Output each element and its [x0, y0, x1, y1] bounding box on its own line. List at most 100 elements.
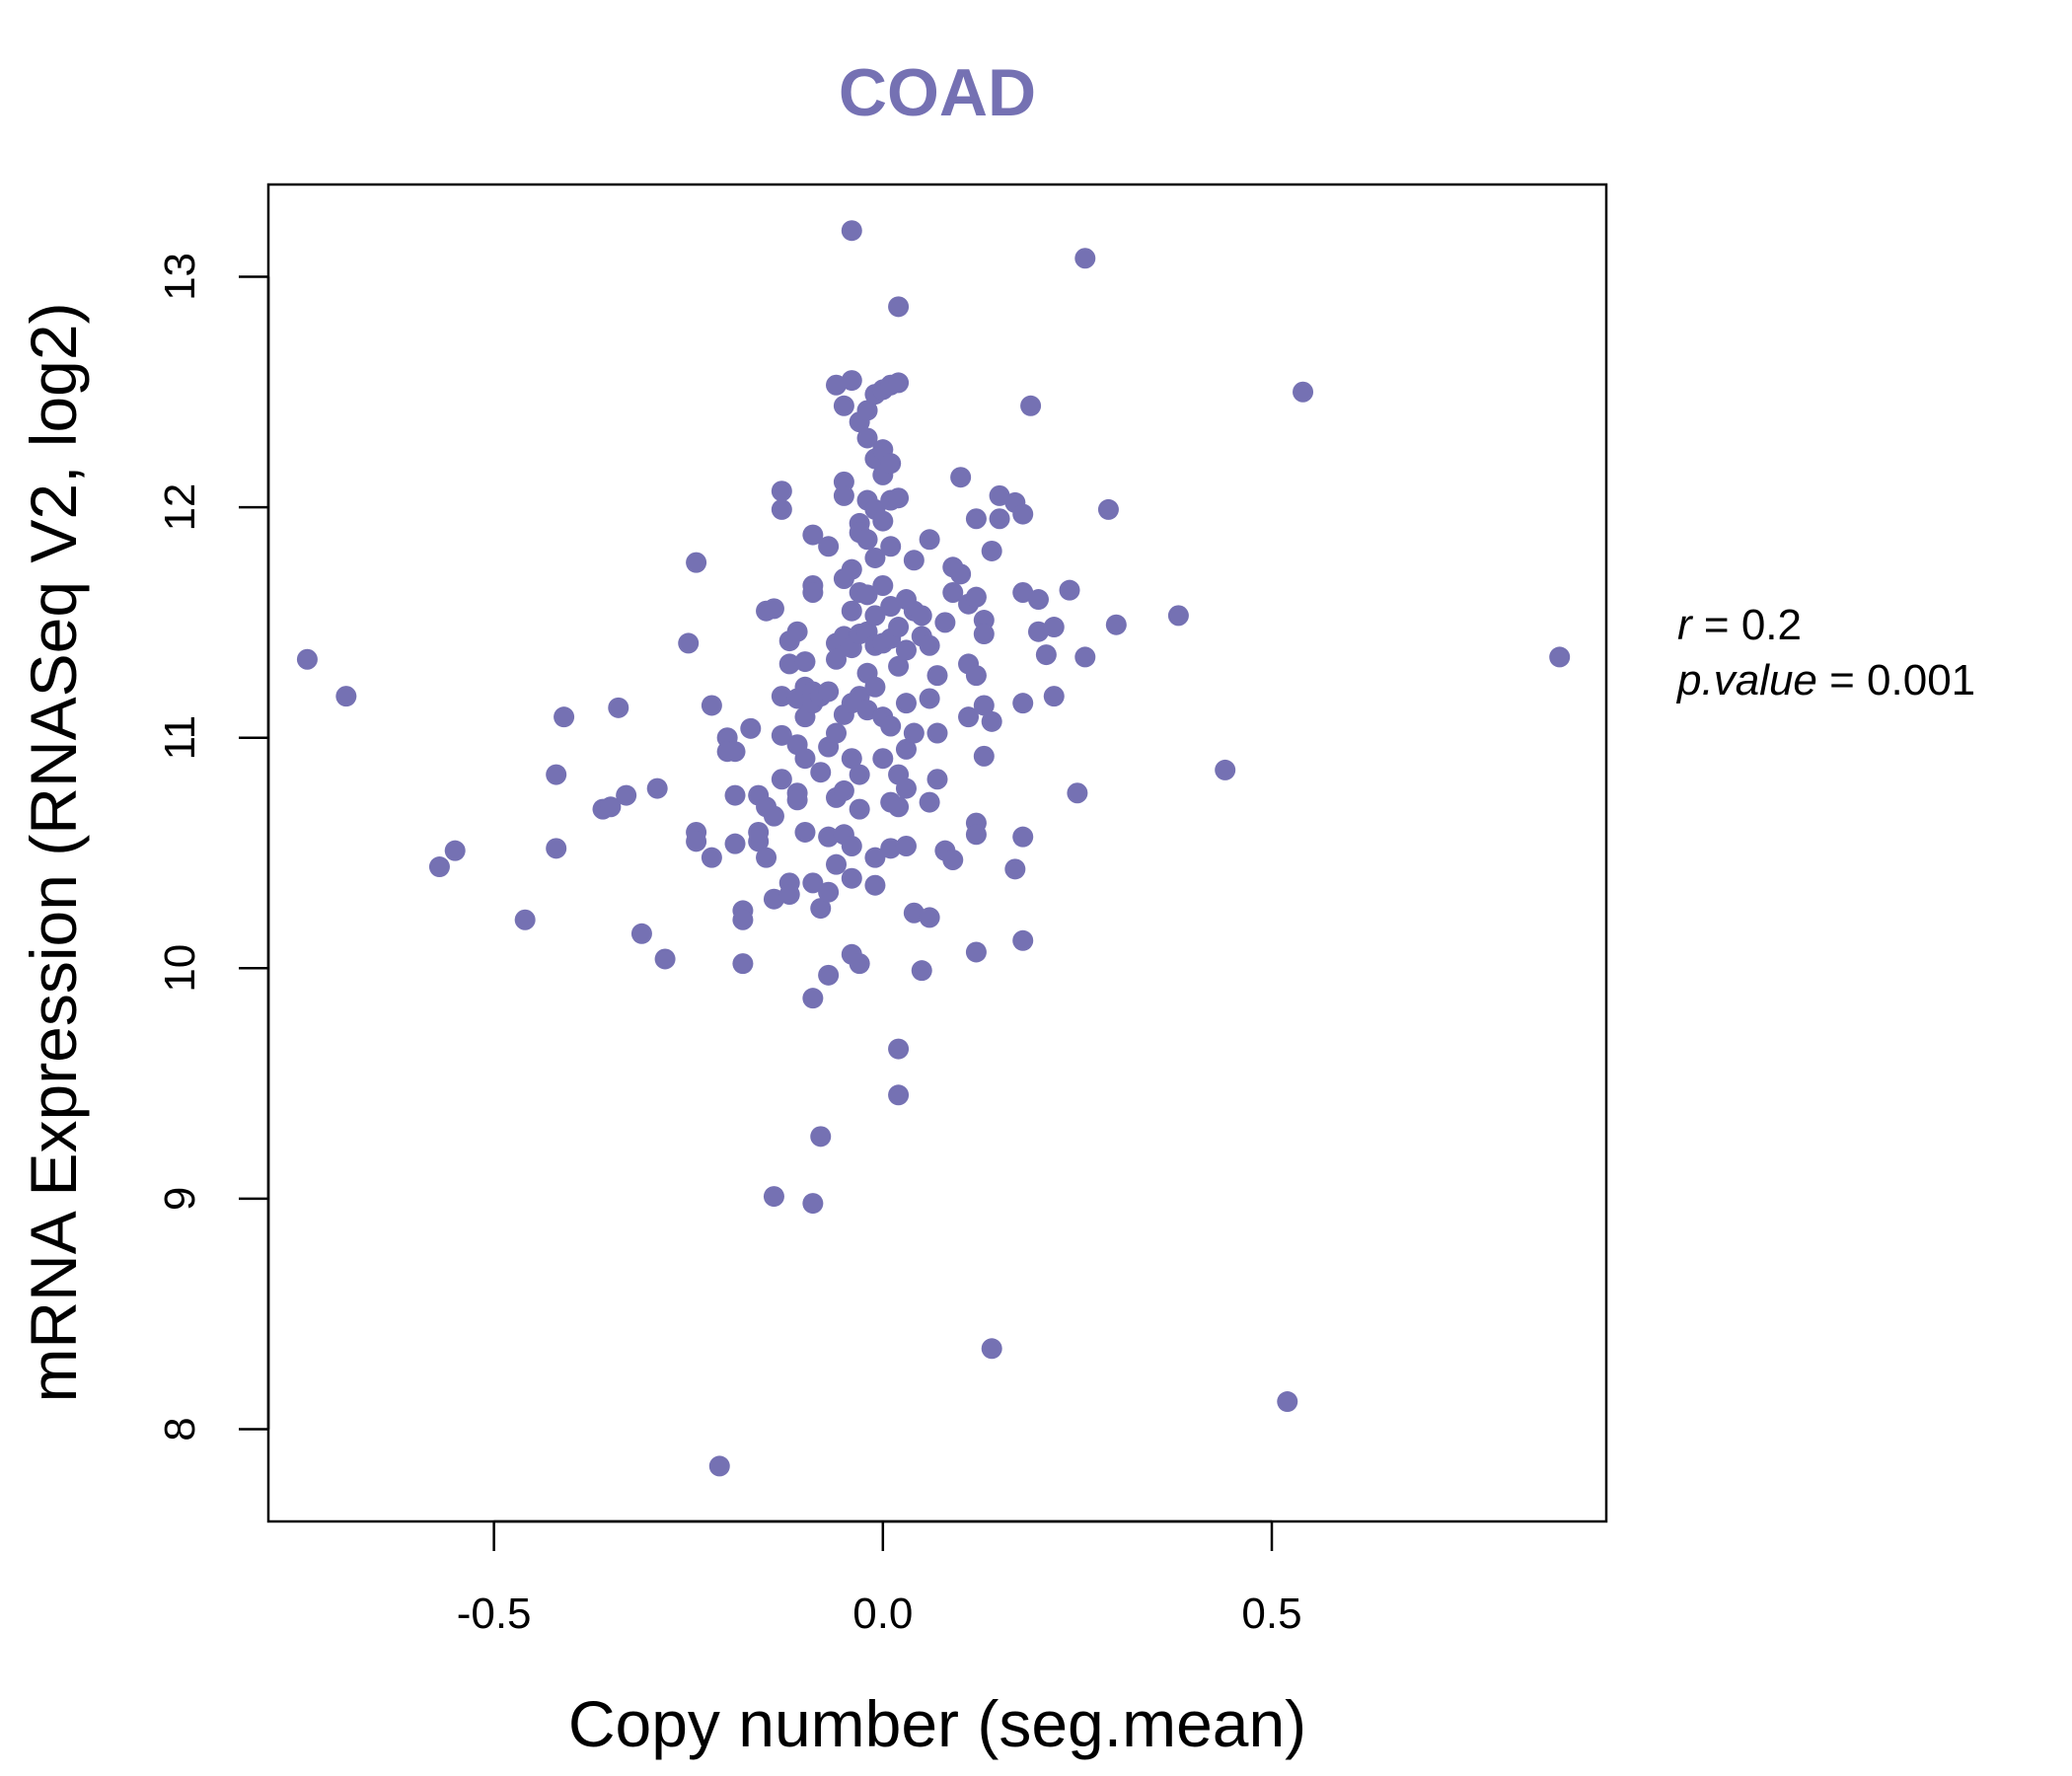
data-point — [1012, 826, 1034, 848]
data-point — [600, 796, 622, 818]
data-point — [802, 1193, 824, 1215]
y-tick-label: 11 — [156, 715, 204, 761]
data-point — [903, 902, 925, 924]
data-point — [1004, 858, 1026, 880]
x-tick-label: 0.0 — [852, 1590, 913, 1638]
data-point — [965, 586, 987, 608]
x-axis: -0.5 0.0 0.5 — [457, 1519, 1302, 1638]
data-point — [895, 777, 917, 799]
data-point — [646, 777, 668, 799]
data-point — [708, 1455, 730, 1477]
data-point — [1012, 693, 1034, 714]
data-point — [546, 838, 567, 859]
data-point — [864, 676, 886, 698]
y-axis-label: mRNA Expression (RNASeq V2, log2) — [17, 302, 90, 1402]
data-point — [1097, 498, 1119, 520]
data-point — [756, 847, 777, 868]
data-point — [856, 400, 878, 421]
data-point — [942, 582, 964, 604]
data-point — [771, 686, 792, 707]
data-point — [1067, 782, 1088, 804]
data-point — [841, 867, 862, 889]
data-point — [856, 700, 878, 721]
data-point — [880, 596, 902, 618]
data-point — [802, 524, 824, 546]
data-point — [1059, 579, 1080, 601]
r-value: 0.2 — [1741, 601, 1802, 649]
data-point — [1074, 248, 1096, 269]
p-value: 0.001 — [1867, 656, 1975, 704]
data-point — [919, 791, 940, 813]
data-point — [1027, 589, 1049, 611]
data-point — [740, 717, 762, 739]
data-point — [888, 796, 910, 818]
x-tick-label: 0.5 — [1241, 1590, 1301, 1638]
data-point — [794, 821, 816, 843]
data-point — [818, 826, 840, 848]
data-point — [1020, 395, 1042, 416]
data-point — [444, 840, 466, 861]
data-point — [701, 847, 722, 868]
data-point — [965, 824, 987, 846]
data-point — [919, 907, 940, 928]
data-point — [514, 909, 536, 930]
data-point — [911, 605, 932, 627]
data-point — [981, 540, 1002, 561]
chart-title: COAD — [839, 55, 1036, 130]
data-point — [958, 706, 980, 728]
data-point — [841, 748, 862, 770]
data-point — [950, 563, 972, 585]
data-point — [818, 681, 840, 703]
y-tick-label: 8 — [156, 1417, 204, 1441]
data-point — [810, 1126, 832, 1147]
data-point — [763, 888, 784, 910]
data-point — [833, 779, 854, 801]
y-tick-label: 12 — [156, 483, 204, 532]
data-point — [1043, 686, 1065, 707]
data-point — [1167, 605, 1189, 627]
data-point — [616, 784, 637, 806]
data-point — [864, 847, 886, 868]
data-point — [888, 655, 910, 677]
data-point — [1043, 617, 1065, 638]
data-point — [732, 909, 754, 930]
data-point — [678, 632, 700, 654]
data-point — [1293, 381, 1314, 403]
data-point — [786, 621, 808, 642]
data-point — [724, 784, 746, 806]
svg-text:p.value = 0.001: p.value = 0.001 — [1675, 656, 1975, 704]
data-point — [428, 856, 450, 878]
data-point — [926, 722, 948, 744]
data-point — [654, 948, 676, 970]
data-point — [849, 798, 870, 820]
data-point — [895, 738, 917, 760]
data-point — [763, 1186, 784, 1208]
data-point — [888, 372, 910, 394]
data-point — [965, 508, 987, 530]
data-point — [810, 762, 832, 783]
data-point — [911, 960, 932, 982]
data-point — [686, 831, 707, 852]
y-tick-label: 13 — [156, 253, 204, 301]
data-point — [841, 835, 862, 856]
data-point — [864, 547, 886, 568]
data-point — [686, 552, 707, 573]
data-point — [973, 624, 995, 645]
data-point — [794, 651, 816, 673]
data-point — [1074, 646, 1096, 668]
data-point — [1277, 1391, 1298, 1413]
data-point — [818, 881, 840, 903]
data-point — [794, 748, 816, 770]
data-point — [926, 769, 948, 790]
data-point — [903, 722, 925, 744]
data-point — [841, 370, 862, 392]
data-point — [818, 536, 840, 557]
data-point — [724, 833, 746, 854]
data-point — [888, 617, 910, 638]
data-point — [1105, 614, 1127, 635]
p-label: p.value — [1675, 656, 1817, 704]
data-point — [849, 953, 870, 975]
data-point — [864, 874, 886, 896]
data-point — [833, 395, 854, 416]
